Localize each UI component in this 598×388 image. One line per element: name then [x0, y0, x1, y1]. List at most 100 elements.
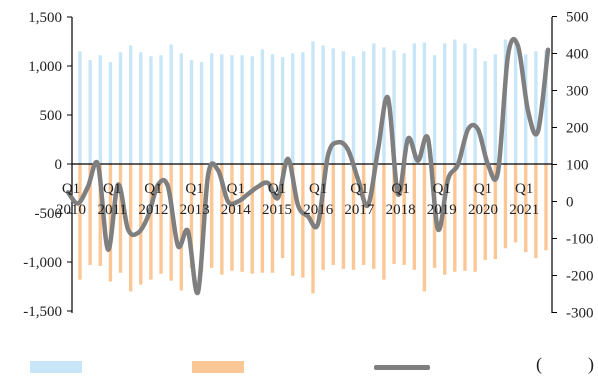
bar-series-2	[210, 164, 214, 268]
left-tick-label: -1,500	[23, 304, 62, 320]
x-tick-label-year: 2018	[386, 202, 416, 218]
bar-series-2	[503, 164, 508, 249]
x-tick-label-year: 2020	[468, 202, 498, 218]
x-tick-label-year: 2013	[180, 202, 210, 218]
bar-series-1	[534, 51, 538, 164]
legend-swatch-series-2	[192, 361, 244, 373]
bar-series-1	[280, 57, 285, 164]
bar-series-1	[149, 56, 153, 165]
tick-labels-layer: 1,500 1,000 500 0 -500 -1,000 -1,500 500 400 300 2…	[23, 10, 593, 322]
x-tick-label-quarter: Q1	[144, 181, 162, 197]
legend-item-series-1	[30, 356, 82, 378]
x-tick-label-quarter: Q1	[62, 181, 80, 197]
bar-series-2	[473, 164, 477, 272]
bar-series-2	[392, 164, 396, 264]
x-tick-label-quarter: Q1	[391, 181, 409, 197]
bar-series-2	[240, 164, 244, 272]
x-tick-label-year: 2014	[221, 202, 252, 218]
x-tick-label-year: 2021	[509, 202, 539, 218]
bar-series-2	[412, 164, 416, 270]
bar-series-1	[189, 60, 194, 165]
bar-series-1	[483, 61, 487, 164]
legend-open-paren: (	[536, 354, 542, 374]
bar-series-1	[513, 40, 518, 164]
x-tick-label-year: 2015	[262, 202, 292, 218]
bar-series-1	[220, 54, 224, 164]
bar-series-1	[169, 44, 173, 164]
right-tick-label: -200	[566, 269, 594, 285]
bar-series-1	[372, 43, 376, 164]
bar-series-1	[260, 49, 265, 165]
bar-series-1	[88, 60, 92, 165]
bar-series-2	[139, 164, 143, 285]
bar-series-1	[98, 55, 102, 164]
bar-series-1	[402, 53, 406, 165]
right-tick-label: 500	[566, 10, 589, 26]
bar-series-2	[179, 164, 183, 291]
bar-series-1	[179, 53, 183, 165]
bar-series-1	[331, 48, 335, 164]
bar-series-1	[108, 62, 113, 164]
legend-swatch-series-1	[30, 361, 82, 373]
bar-series-2	[78, 164, 82, 280]
right-tick-label: -300	[566, 306, 594, 322]
x-tick-label-quarter: Q1	[309, 181, 327, 197]
bar-series-2	[250, 164, 254, 274]
bar-series-1	[392, 50, 396, 164]
x-tick-label-quarter: Q1	[433, 181, 451, 197]
bar-series-2	[199, 164, 204, 272]
bar-series-2	[230, 164, 234, 271]
bar-series-1	[118, 52, 123, 164]
left-tick-label: 1,000	[28, 59, 62, 75]
bar-series-2	[118, 164, 123, 273]
bar-series-1	[230, 55, 234, 164]
bar-series-1	[78, 51, 82, 164]
bar-series-2	[189, 164, 194, 268]
legend-swatch-series-3	[374, 364, 430, 370]
bar-series-2	[534, 164, 538, 259]
bar-series-2	[402, 164, 406, 265]
bar-series-2	[98, 164, 102, 266]
bar-series-2	[149, 164, 153, 280]
bar-series-2	[220, 164, 224, 275]
bar-series-2	[513, 164, 518, 243]
bar-series-2	[361, 164, 366, 265]
bar-series-2	[443, 164, 447, 275]
bar-series-2	[311, 164, 315, 294]
right-tick-label: 100	[566, 158, 589, 174]
x-tick-label-year: 2012	[138, 202, 168, 218]
bar-series-1	[270, 54, 275, 164]
bar-series-1	[250, 56, 254, 165]
bar-series-2	[128, 164, 133, 292]
bar-series-2	[493, 164, 498, 260]
bar-series-2	[351, 164, 356, 270]
bar-series-2	[382, 164, 386, 280]
bar-series-1	[361, 51, 366, 164]
x-tick-label-year: 2019	[427, 202, 457, 218]
right-tick-label: -100	[566, 232, 594, 248]
bar-series-1	[422, 42, 427, 165]
x-tick-label-quarter: Q1	[474, 181, 492, 197]
right-tick-label: 300	[566, 84, 589, 100]
bar-series-1	[544, 50, 548, 164]
bar-series-1	[159, 55, 163, 164]
bar-series-1	[301, 52, 305, 164]
bar-series-2	[270, 164, 275, 273]
bar-series-2	[463, 164, 467, 271]
bar-series-1	[128, 45, 133, 164]
bar-series-1	[473, 48, 477, 164]
x-tick-label-quarter: Q1	[227, 181, 245, 197]
x-tick-label-quarter: Q1	[268, 181, 286, 197]
bar-series-2	[321, 164, 325, 270]
bar-series-1	[199, 62, 204, 164]
bar-series-1	[341, 51, 346, 164]
x-tick-label-quarter: Q1	[103, 181, 121, 197]
bars-layer	[78, 39, 548, 294]
x-tick-label-year: 2010	[56, 202, 86, 218]
bar-series-2	[422, 164, 427, 292]
axes-layer	[67, 16, 557, 313]
legend-item-series-3	[374, 356, 430, 378]
bar-series-2	[544, 164, 548, 251]
bar-series-2	[453, 164, 457, 272]
